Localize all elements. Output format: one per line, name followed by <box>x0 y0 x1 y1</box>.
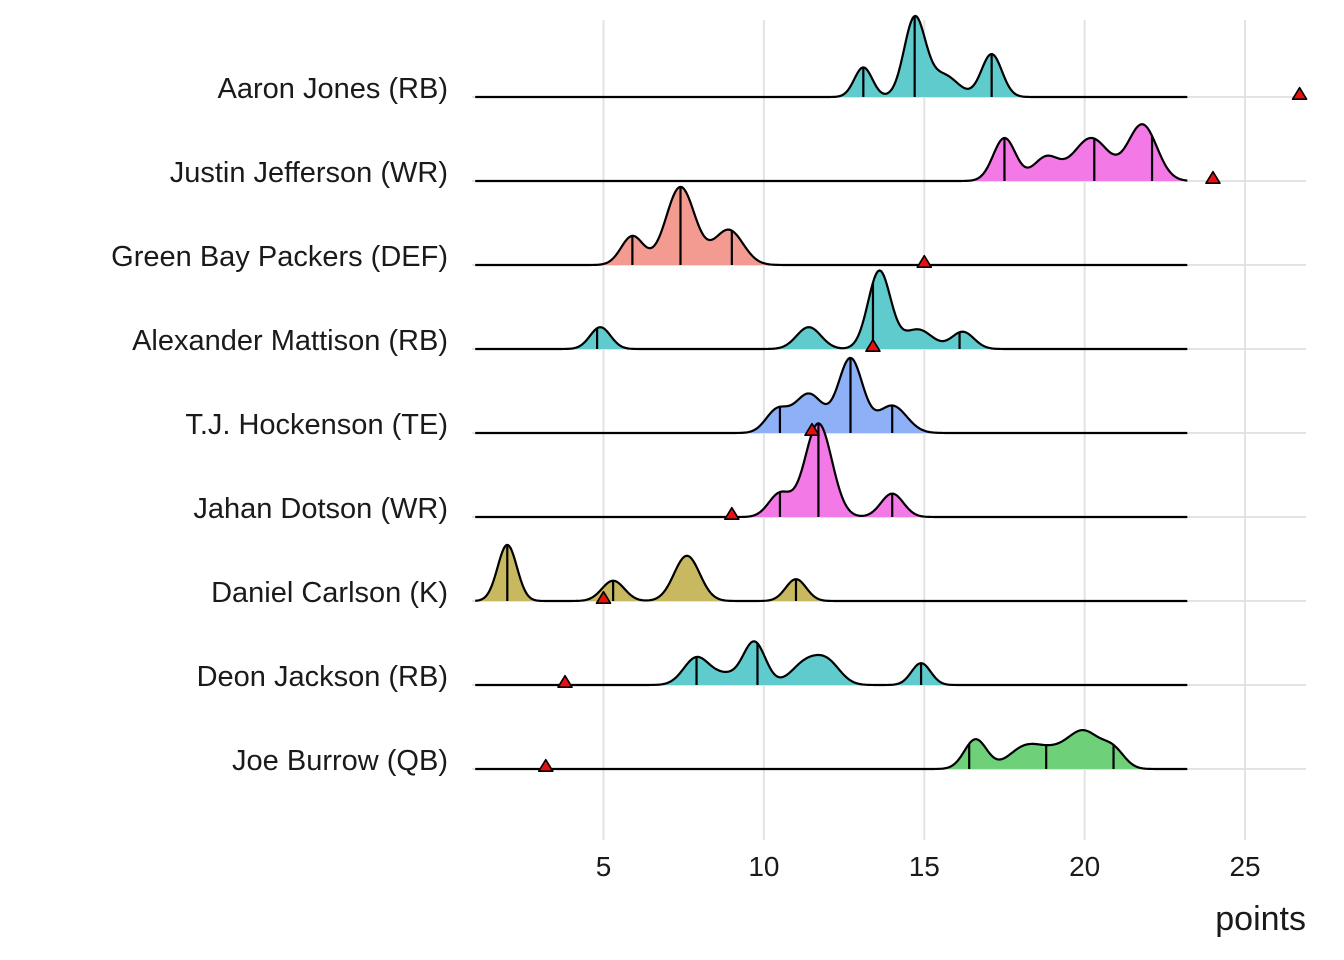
x-tick-label: 5 <box>596 851 612 882</box>
actual-score-triangle <box>557 674 573 688</box>
ridge-area <box>475 270 1188 349</box>
row-label: Green Bay Packers (DEF) <box>111 241 448 273</box>
ridge-plots <box>475 14 1188 771</box>
row-label: T.J. Hockenson (TE) <box>185 409 448 441</box>
ridge-area <box>475 124 1188 181</box>
ridge-outline <box>475 356 1188 435</box>
row-label: Deon Jackson (RB) <box>197 661 448 693</box>
x-tick-label: 20 <box>1069 851 1100 882</box>
actual-score-triangle <box>865 338 881 352</box>
ridge-outline <box>475 185 1188 267</box>
ridge-outline <box>475 269 1188 351</box>
ridge-area <box>475 730 1188 769</box>
ridge-area <box>475 423 1188 517</box>
x-axis-ticks: 5 10 15 20 25 <box>596 851 1261 882</box>
row-label: Alexander Mattison (RB) <box>132 325 448 357</box>
ridge-area <box>475 186 1188 265</box>
ridge-area <box>475 641 1188 685</box>
actual-score-markers <box>537 86 1308 772</box>
x-tick-label: 25 <box>1229 851 1260 882</box>
ridge-outline <box>475 640 1188 687</box>
ridge-outline <box>475 543 1188 603</box>
x-tick-label: 10 <box>748 851 779 882</box>
actual-score-triangle <box>1291 86 1308 100</box>
actual-score-triangle <box>1205 170 1221 184</box>
actual-score-triangle <box>916 254 933 268</box>
ridge-outline <box>475 123 1188 183</box>
row-labels: Aaron Jones (RB) Justin Jefferson (WR) Gre… <box>111 73 448 777</box>
ridge-outline <box>475 14 1188 99</box>
actual-score-triangle <box>537 758 554 772</box>
ridge-area <box>475 544 1188 601</box>
ridge-outline <box>475 422 1188 519</box>
row-label: Joe Burrow (QB) <box>232 745 448 777</box>
x-axis-title: points <box>1215 900 1306 938</box>
ridge-outline <box>475 729 1188 771</box>
actual-score-triangle <box>595 590 612 604</box>
x-tick-label: 15 <box>909 851 940 882</box>
ridge-area <box>475 357 1188 433</box>
row-label: Jahan Dotson (WR) <box>193 493 448 525</box>
row-label: Aaron Jones (RB) <box>218 73 449 105</box>
row-label: Daniel Carlson (K) <box>211 577 448 609</box>
row-label: Justin Jefferson (WR) <box>170 157 448 189</box>
actual-score-triangle <box>724 506 740 520</box>
ridge-area <box>475 15 1188 98</box>
actual-score-triangle <box>804 422 820 436</box>
